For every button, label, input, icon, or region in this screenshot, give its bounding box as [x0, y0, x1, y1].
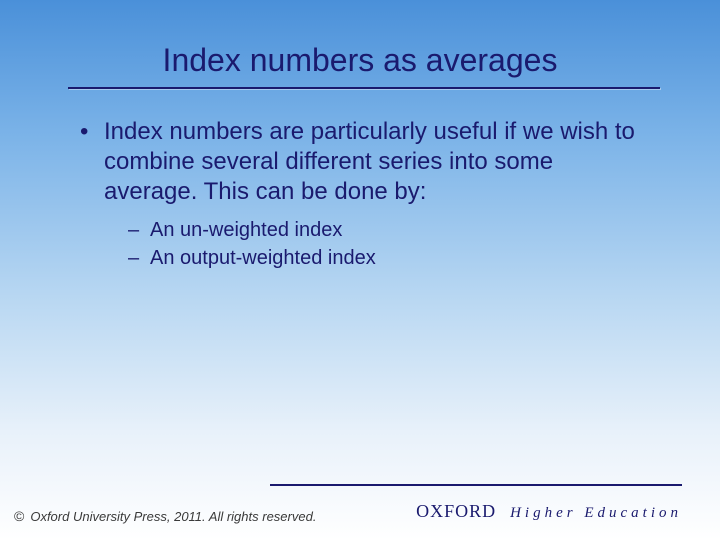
slide-footer: © Oxford University Press, 2011. All rig… [0, 484, 720, 540]
brand-oxford: OXFORD [416, 501, 496, 522]
sub-bullet-list: – An un-weighted index – An output-weigh… [80, 213, 652, 271]
copyright-text: Oxford University Press, 2011. All right… [30, 509, 316, 524]
sub-bullet-text: An un-weighted index [150, 217, 342, 243]
publisher-brand: OXFORD Higher Education [416, 501, 682, 522]
bullet-item: • Index numbers are particularly useful … [80, 117, 652, 207]
slide-body: • Index numbers are particularly useful … [0, 89, 720, 271]
bullet-text: Index numbers are particularly useful if… [104, 117, 652, 207]
sub-bullet-item: – An un-weighted index [128, 217, 652, 243]
copyright-symbol: © [14, 508, 24, 524]
brand-higher-education: Higher Education [510, 505, 682, 522]
sub-bullet-marker: – [128, 245, 150, 271]
copyright-line: © Oxford University Press, 2011. All rig… [14, 508, 316, 524]
slide-title: Index numbers as averages [0, 0, 720, 87]
sub-bullet-marker: – [128, 217, 150, 243]
sub-bullet-item: – An output-weighted index [128, 245, 652, 271]
bullet-marker: • [80, 117, 104, 147]
footer-rule [270, 484, 682, 486]
sub-bullet-text: An output-weighted index [150, 245, 376, 271]
